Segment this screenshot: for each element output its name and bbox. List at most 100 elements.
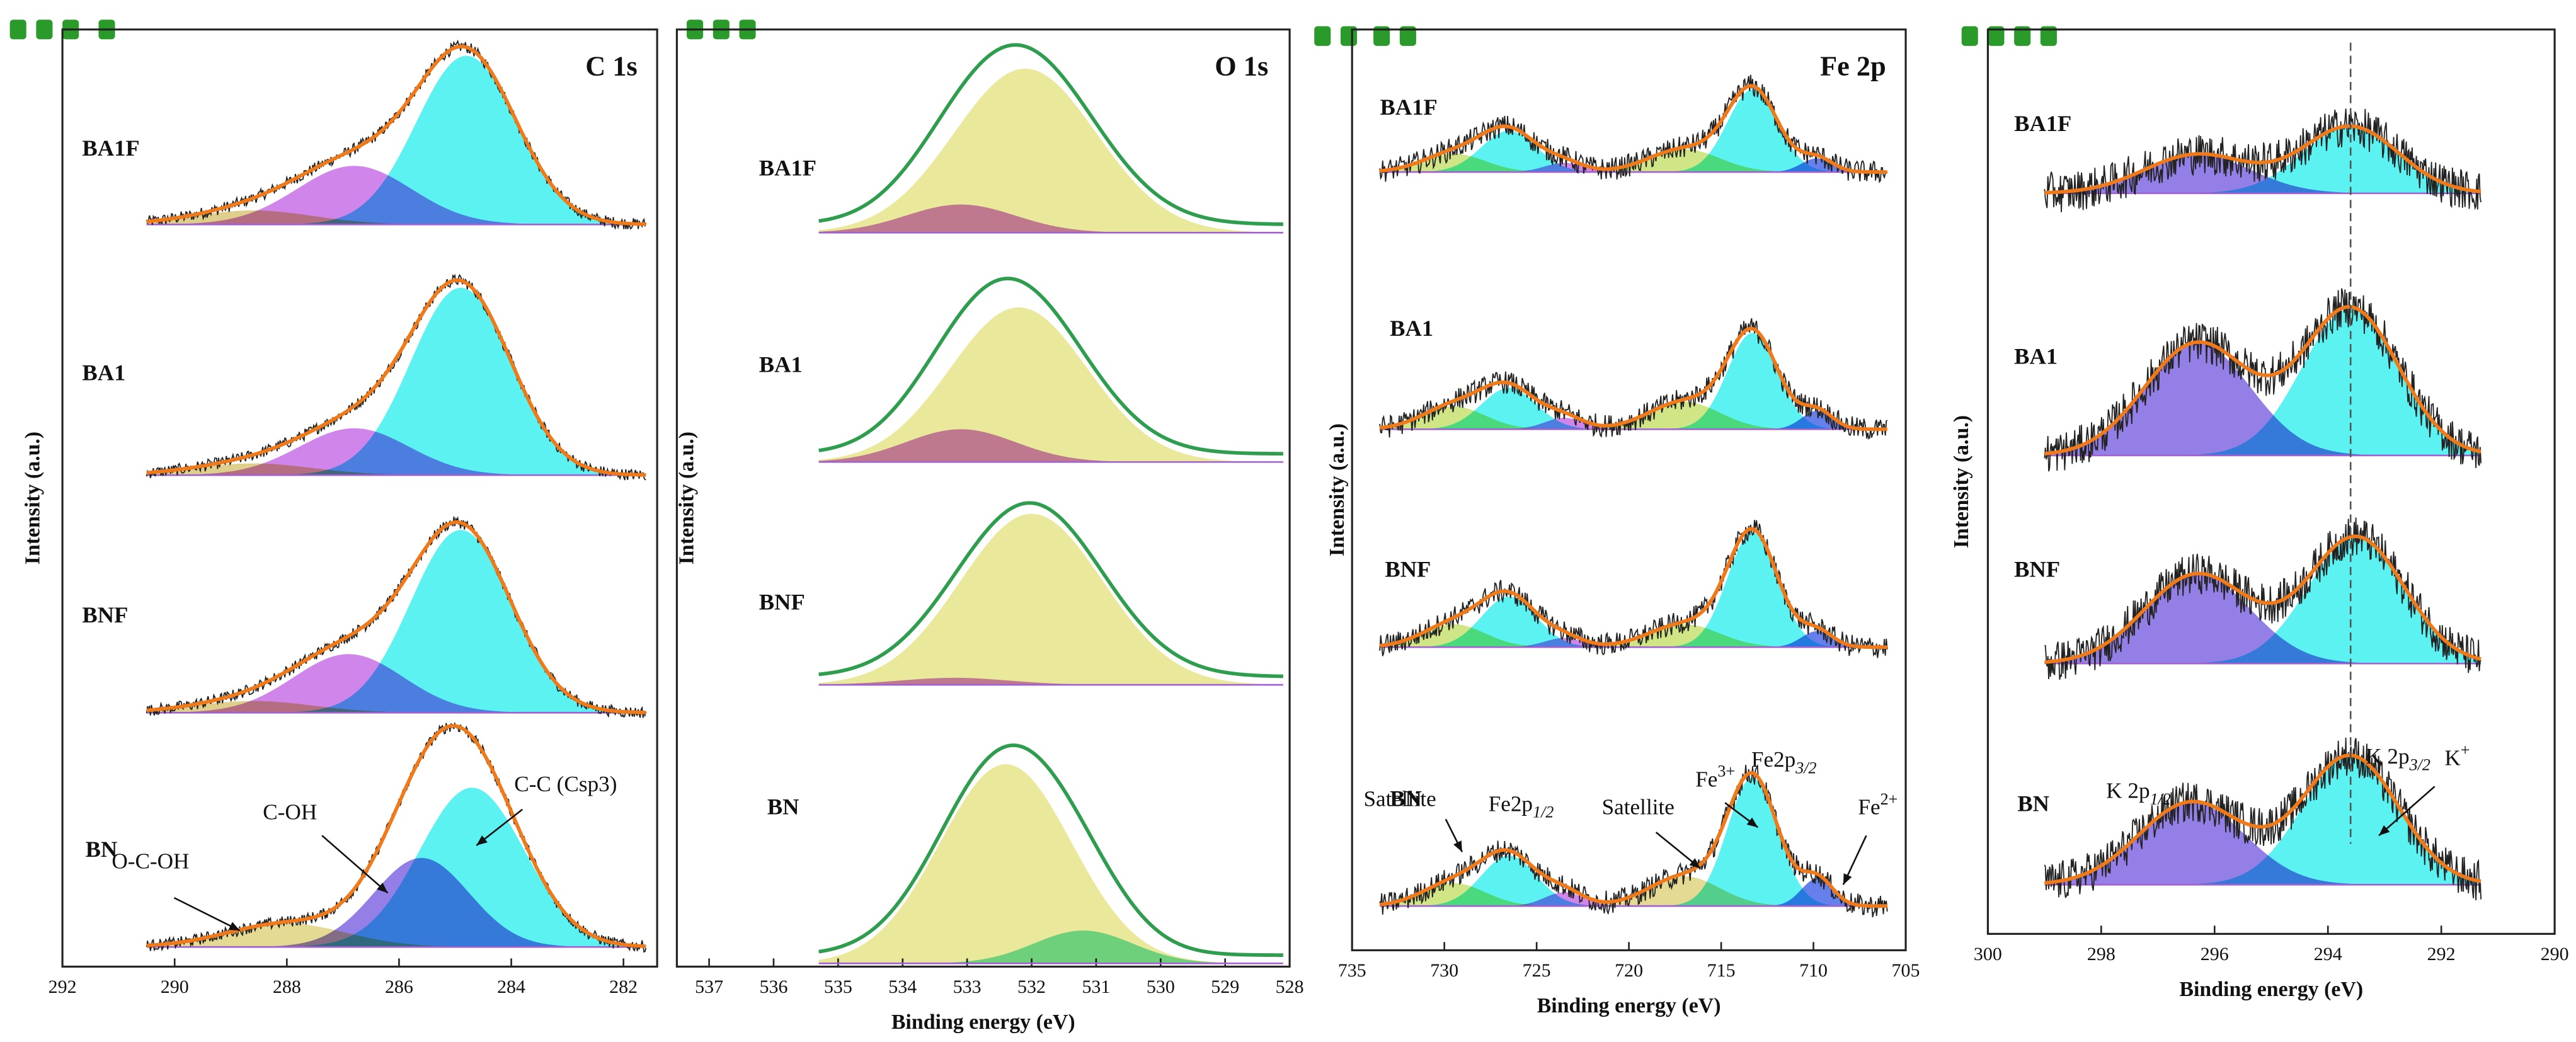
x-tick-label: 735 bbox=[1338, 960, 1366, 981]
component-peak bbox=[2044, 343, 2482, 455]
component-peak bbox=[2044, 574, 2482, 664]
arrow-head bbox=[1453, 840, 1462, 852]
sample-label: BA1F bbox=[759, 155, 816, 180]
x-tick-label: 292 bbox=[2427, 944, 2456, 965]
x-tick-label: 529 bbox=[1211, 976, 1239, 997]
annotation: Fe2p3/2 bbox=[1751, 747, 1817, 777]
x-tick-label: 530 bbox=[1147, 976, 1175, 997]
component-peak bbox=[1380, 89, 1887, 173]
sample-label: BN bbox=[2017, 791, 2049, 816]
x-tick-label: 532 bbox=[1017, 976, 1046, 997]
component-peak bbox=[818, 677, 1283, 685]
component-peak bbox=[1380, 158, 1887, 173]
x-tick-label: 290 bbox=[2541, 944, 2569, 965]
envelope bbox=[2044, 124, 2482, 195]
annotation-text: K bbox=[2444, 746, 2461, 770]
envelope bbox=[1379, 326, 1887, 432]
component-peak bbox=[818, 930, 1283, 964]
x-tick-label: 296 bbox=[2201, 944, 2229, 965]
component-peak bbox=[146, 166, 646, 225]
envelope bbox=[818, 743, 1283, 957]
raw-spectrum bbox=[2044, 288, 2482, 472]
sample-label: BN bbox=[767, 794, 799, 820]
sample-label: BA1F bbox=[82, 135, 139, 161]
annotation: C-OH bbox=[263, 799, 317, 824]
x-axis-label: Binding energy (eV) bbox=[891, 1011, 1075, 1034]
annotation-superscript: + bbox=[2461, 741, 2470, 759]
component-peak bbox=[2044, 154, 2482, 193]
x-tick-label: 710 bbox=[1799, 960, 1828, 981]
component-peak bbox=[146, 530, 646, 713]
x-tick-label: 534 bbox=[888, 976, 917, 997]
sample-label: BNF bbox=[82, 602, 128, 627]
envelope bbox=[1379, 84, 1887, 174]
x-tick-label: 531 bbox=[1082, 976, 1110, 997]
plot-frame bbox=[1986, 28, 2556, 935]
x-axis-label: Binding energy (eV) bbox=[2179, 978, 2363, 1001]
annotation-text: Fe2p bbox=[1751, 747, 1795, 772]
component-peak bbox=[1380, 856, 1887, 907]
component-peak bbox=[1380, 153, 1887, 173]
component-peak bbox=[818, 429, 1283, 462]
arrow-head bbox=[476, 835, 488, 845]
annotation-arrow bbox=[173, 896, 241, 932]
panel-title: O 1s bbox=[1215, 51, 1268, 82]
x-tick-label: 535 bbox=[824, 976, 852, 997]
component-peak bbox=[146, 701, 646, 713]
component-peak bbox=[146, 787, 646, 948]
component-peak bbox=[1380, 387, 1887, 430]
annotation: Fe2p1/2 bbox=[1489, 791, 1554, 821]
component-peak bbox=[146, 654, 646, 713]
component-peak bbox=[818, 307, 1283, 462]
annotation-subscript: 3/2 bbox=[1795, 759, 1816, 777]
x-tick-label: 288 bbox=[273, 976, 301, 997]
component-peak bbox=[818, 513, 1283, 685]
component-peak bbox=[818, 204, 1283, 233]
annotation: K 2p1/2 bbox=[2106, 779, 2171, 808]
annotation-subscript: 1/2 bbox=[1533, 803, 1554, 822]
component-peak bbox=[818, 764, 1283, 964]
annotation: C-C (Csp3) bbox=[514, 772, 617, 796]
annotation-text: C-OH bbox=[263, 799, 317, 824]
raw-spectrum bbox=[2044, 108, 2482, 212]
component-peak bbox=[146, 210, 646, 225]
envelope bbox=[2044, 305, 2482, 456]
x-axis-label: Binding energy (eV) bbox=[1537, 994, 1721, 1017]
y-axis-label: Intensity (a.u.) bbox=[675, 432, 698, 564]
panel: 292 290 288 286 284 282 Intensity (a.u.) C 1s BA… bbox=[21, 28, 658, 997]
panel-title: Fe 2p bbox=[1820, 51, 1886, 82]
annotation-text: Fe2p bbox=[1489, 791, 1533, 816]
component-peak bbox=[818, 68, 1283, 233]
sample-label: BA1 bbox=[82, 360, 125, 385]
envelope bbox=[818, 501, 1283, 678]
x-tick-label: 284 bbox=[497, 976, 525, 997]
sample-label: BNF bbox=[1385, 556, 1431, 581]
annotation-arrow bbox=[321, 835, 389, 894]
annotation: Fe3+ bbox=[1695, 762, 1735, 792]
component-peak bbox=[146, 857, 646, 948]
annotation: K+ bbox=[2444, 741, 2470, 770]
annotation: Fe2+ bbox=[1858, 790, 1898, 820]
x-tick-label: 300 bbox=[1974, 944, 2002, 965]
annotation-text: K 2p bbox=[2106, 779, 2150, 803]
arrow-head bbox=[228, 922, 240, 931]
sample-label: BA1F bbox=[2014, 111, 2071, 136]
x-tick-label: 292 bbox=[49, 976, 77, 997]
x-tick-label: 533 bbox=[953, 976, 982, 997]
component-peak bbox=[2044, 127, 2482, 193]
annotation: Satellite bbox=[1602, 795, 1674, 820]
annotation: Satellite bbox=[1363, 787, 1436, 811]
envelope bbox=[2044, 753, 2482, 885]
envelope bbox=[146, 724, 646, 948]
annotation-superscript: 3+ bbox=[1717, 762, 1735, 781]
envelope bbox=[146, 278, 646, 477]
x-tick-label: 282 bbox=[609, 976, 638, 997]
envelope bbox=[818, 43, 1283, 226]
arrow-head bbox=[1843, 873, 1852, 885]
component-peak bbox=[1380, 597, 1887, 648]
envelope bbox=[146, 44, 646, 226]
x-tick-label: 290 bbox=[161, 976, 189, 997]
sample-label: BNF bbox=[759, 589, 805, 614]
x-tick-label: 298 bbox=[2087, 944, 2115, 965]
sample-label: BA1F bbox=[1380, 94, 1438, 120]
